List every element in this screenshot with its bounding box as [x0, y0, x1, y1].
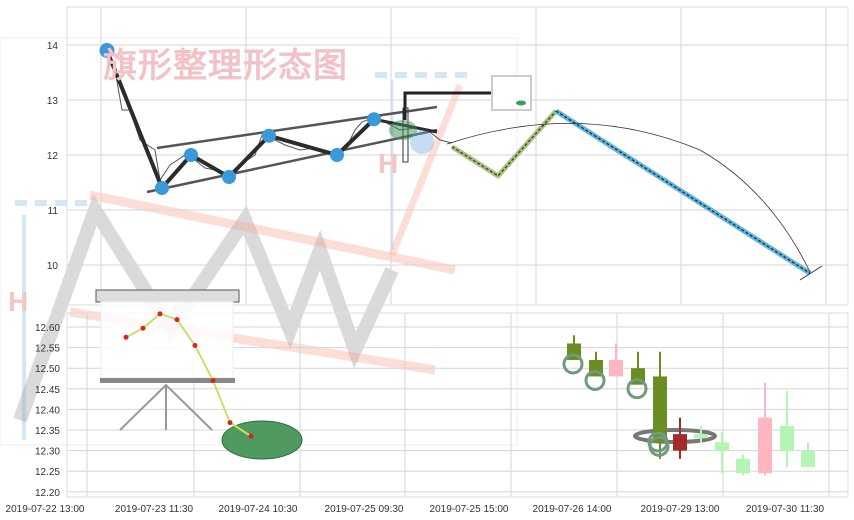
pivot-point: [99, 43, 115, 58]
y-tick-label: 12.40: [35, 405, 60, 416]
x-tick-label: 2019-07-26 14:00: [533, 504, 612, 515]
x-tick-label: 2019-07-30 11:30: [746, 504, 825, 515]
callout-connector: [403, 91, 492, 120]
watermark-letter-h: H: [378, 148, 399, 179]
arc-end-bracket: [799, 265, 823, 281]
y-tick-label: 12: [47, 151, 59, 162]
green-projection-line: [450, 109, 558, 180]
candle-marker-circle: [626, 378, 648, 400]
watermark-arrow: [388, 83, 464, 257]
watermark-letter-h: H: [8, 286, 29, 317]
candle-marker-circle: [647, 431, 669, 453]
x-tick-label: 2019-07-25 09:30: [325, 504, 404, 515]
candle-body: [694, 434, 708, 439]
inset-point: [174, 317, 180, 323]
y-tick-label: 10: [47, 261, 59, 272]
highlight-circle: [410, 130, 434, 154]
candle-body: [780, 425, 794, 451]
thumbnail-disc-icon: [516, 100, 526, 106]
y-tick-label: 12.55: [35, 344, 60, 355]
pivot-point: [262, 128, 276, 143]
top-plot-area: [66, 6, 849, 306]
y-tick-label: 12.60: [35, 323, 60, 334]
inset-point: [192, 343, 198, 349]
pivot-point: [330, 148, 344, 162]
candle-body: [653, 376, 667, 443]
y-tick-label: 12.35: [35, 426, 60, 437]
inset-point: [248, 433, 254, 439]
y-tick-label: 14: [47, 41, 59, 52]
easel-base-bar: [100, 378, 235, 383]
watermark-title: 旗形整理形态图: [103, 46, 348, 86]
inset-line: [125, 312, 252, 438]
y-tick-label: 12.25: [35, 467, 60, 478]
channel-upper-line: [156, 105, 438, 150]
candle-body: [736, 458, 750, 474]
ring-marker: [389, 120, 417, 140]
candle-body: [673, 434, 687, 451]
callout-thumbnail: [491, 75, 532, 111]
blue-projection-dash: [555, 110, 811, 274]
x-tick-label: 2019-07-23 11:30: [115, 504, 194, 515]
y-tick-label: 13: [47, 96, 59, 107]
candle-body: [758, 417, 772, 474]
y-tick-label: 12.45: [35, 385, 60, 396]
inset-point: [157, 311, 163, 317]
pivot-point: [155, 181, 169, 195]
y-tick-label: 12.30: [35, 447, 60, 458]
candle-body: [715, 442, 729, 451]
arc-line: [446, 123, 811, 273]
pivot-point: [367, 112, 381, 127]
x-tick-label: 2019-07-25 15:00: [430, 504, 509, 515]
candle-marker-circle: [562, 353, 584, 375]
easel-top-bar: [95, 289, 240, 303]
y-tick-label: 12.50: [35, 364, 60, 375]
channel-lower-line: [146, 128, 438, 194]
candle-marker-circle: [584, 369, 606, 391]
pivot-point: [184, 148, 198, 162]
easel-board: [100, 301, 234, 379]
watermark-trend-line: [89, 190, 456, 275]
bottom-plot-area: [66, 312, 849, 498]
y-tick-label: 11: [48, 206, 59, 217]
pivot-point: [222, 170, 236, 184]
y-tick-label: 12.20: [35, 488, 60, 499]
x-tick-label: 2019-07-22 13:00: [6, 504, 85, 515]
inset-point: [227, 420, 233, 426]
x-tick-label: 2019-07-29 13:00: [641, 504, 720, 515]
candle-body: [801, 450, 815, 468]
candle-body: [609, 359, 623, 377]
x-tick-label: 2019-07-24 10:30: [219, 504, 298, 515]
watermark-zigzag: [13, 194, 399, 423]
inset-point: [140, 325, 146, 331]
inset-point: [123, 334, 129, 340]
inset-point: [210, 378, 216, 384]
green-projection-dash: [451, 110, 557, 177]
disc-icon: [221, 420, 303, 460]
